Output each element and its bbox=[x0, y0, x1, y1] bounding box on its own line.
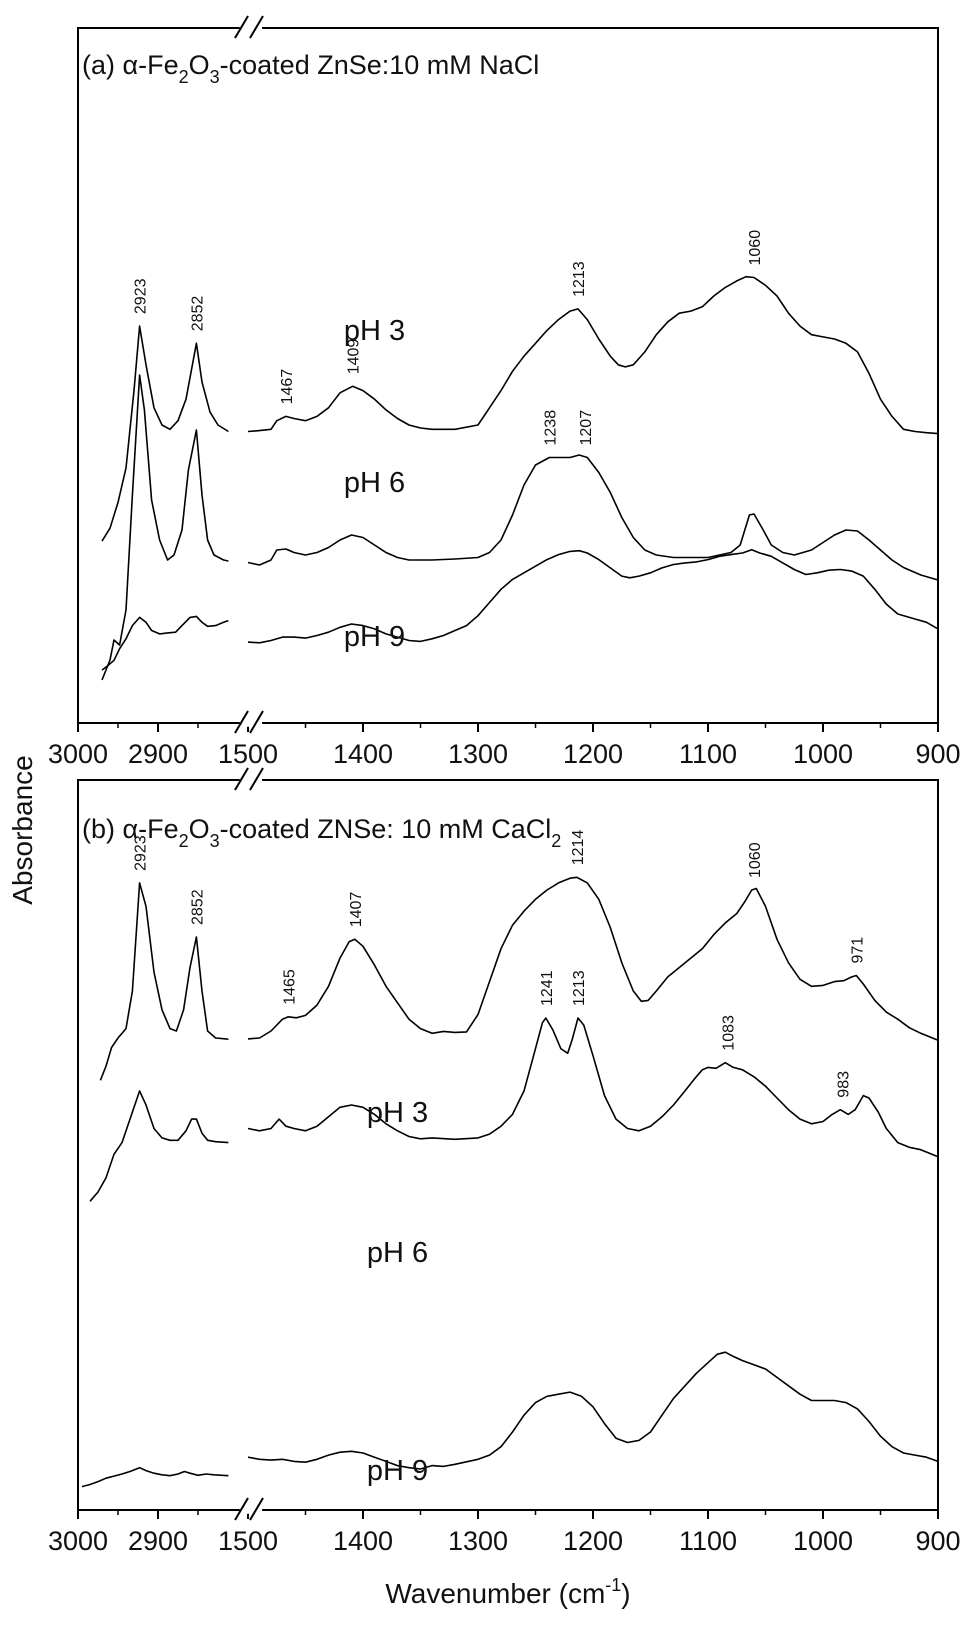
spectrum-trace-ph-9-high bbox=[101, 615, 229, 671]
peak-label: 1465 bbox=[281, 969, 298, 1005]
spectrum-trace-ph-6-high bbox=[101, 374, 229, 681]
peak-label: 2923 bbox=[133, 835, 150, 871]
spectrum-trace-ph-9-low bbox=[247, 1351, 939, 1470]
panel-b-axis-break-top bbox=[234, 767, 264, 791]
peak-label: 1060 bbox=[747, 230, 764, 266]
peak-label: 983 bbox=[836, 1071, 853, 1098]
peak-label: 1409 bbox=[346, 339, 363, 375]
spectrum-trace-ph-3-high bbox=[101, 325, 229, 542]
x-tick-label: 3000 bbox=[48, 1526, 108, 1556]
peak-label: 1467 bbox=[279, 369, 296, 405]
x-tick-label: 1400 bbox=[333, 1526, 393, 1556]
series-label: pH 6 bbox=[367, 1237, 428, 1269]
spectrum-trace-ph-9-low bbox=[247, 548, 939, 644]
peak-label: 2923 bbox=[133, 278, 150, 314]
panel-b-frame bbox=[77, 779, 939, 1511]
peak-label: 2852 bbox=[189, 889, 206, 925]
x-tick-label: 1300 bbox=[448, 739, 508, 769]
spectrum-trace-ph-6-high bbox=[89, 1090, 229, 1202]
panel-b-axis-break-bottom bbox=[234, 1497, 264, 1521]
x-tick-label: 900 bbox=[915, 1526, 960, 1556]
spectrum-trace-ph-9-high bbox=[81, 1466, 229, 1488]
panel-b-x-ticks: 3000 2900 1500 1400 1300 1200 1100 1000 900 bbox=[48, 1510, 961, 1556]
panel-a-frame bbox=[77, 27, 939, 724]
x-tick-label: 1500 bbox=[218, 739, 278, 769]
series-label: pH 9 bbox=[367, 1455, 428, 1487]
spectrum-trace-ph-3-low bbox=[247, 876, 939, 1042]
y-axis-label: Absorbance bbox=[7, 755, 38, 904]
x-tick-label: 900 bbox=[915, 739, 960, 769]
peak-label: 1060 bbox=[747, 842, 764, 878]
peak-label: 1083 bbox=[721, 1015, 738, 1051]
x-tick-label: 2900 bbox=[128, 1526, 188, 1556]
x-axis-label: Wavenumber (cm-1) bbox=[385, 1575, 630, 1609]
panel-a-traces bbox=[101, 275, 939, 681]
panel-b-title: (b) α-Fe2O3-coated ZNSe: 10 mM CaCl2 bbox=[82, 814, 561, 851]
peak-label: 1407 bbox=[348, 892, 365, 928]
panel-a-x-ticks: 3000 2900 1500 1400 1300 1200 1100 1000 900 bbox=[48, 723, 961, 769]
peak-label: 1207 bbox=[578, 410, 595, 446]
spectrum-trace-ph-6-low bbox=[247, 454, 939, 581]
peak-label: 1213 bbox=[571, 970, 588, 1006]
x-tick-label: 1500 bbox=[218, 1526, 278, 1556]
panel-a-annotations: pH 3 2923 2852 1467 1409 1213 1060 pH 6 1238 1207… bbox=[133, 230, 764, 653]
x-tick-label: 1100 bbox=[679, 1526, 737, 1556]
panel-a-axis-break-bottom bbox=[234, 710, 264, 734]
series-label: pH 3 bbox=[344, 315, 405, 347]
x-tick-label: 1300 bbox=[448, 1526, 508, 1556]
spectrum-trace-ph-6-low bbox=[247, 1017, 939, 1158]
spectrum-trace-ph-3-low bbox=[247, 275, 939, 435]
x-tick-label: 1200 bbox=[563, 739, 623, 769]
series-label: pH 9 bbox=[344, 621, 405, 653]
x-tick-label: 1000 bbox=[793, 739, 853, 769]
panel-a-axis-break-top bbox=[234, 15, 264, 39]
x-tick-label: 2900 bbox=[128, 739, 188, 769]
peak-label: 971 bbox=[849, 937, 866, 964]
panel-a: (a) α-Fe2O3-coated ZnSe:10 mM NaCl 3000 2… bbox=[48, 15, 961, 769]
x-tick-label: 1000 bbox=[793, 1526, 853, 1556]
x-tick-label: 1100 bbox=[679, 739, 737, 769]
x-tick-label: 3000 bbox=[48, 739, 108, 769]
panel-b-traces bbox=[81, 876, 939, 1488]
x-tick-label: 1400 bbox=[333, 739, 393, 769]
peak-label: 1241 bbox=[539, 970, 556, 1006]
panel-b-annotations: pH 3 2923 2852 1465 1407 1214 1060 971 pH 6 1241 1… bbox=[133, 830, 867, 1487]
spectrum-trace-ph-3-high bbox=[99, 882, 229, 1081]
panel-a-title: (a) α-Fe2O3-coated ZnSe:10 mM NaCl bbox=[82, 50, 539, 87]
series-label: pH 3 bbox=[367, 1097, 428, 1129]
peak-label: 1213 bbox=[571, 261, 588, 297]
panel-b: (b) α-Fe2O3-coated ZNSe: 10 mM CaCl2 300… bbox=[48, 767, 961, 1556]
x-tick-label: 1200 bbox=[563, 1526, 623, 1556]
peak-label: 1214 bbox=[570, 830, 587, 866]
peak-label: 1238 bbox=[542, 410, 559, 446]
peak-label: 2852 bbox=[189, 296, 206, 332]
series-label: pH 6 bbox=[344, 467, 405, 499]
